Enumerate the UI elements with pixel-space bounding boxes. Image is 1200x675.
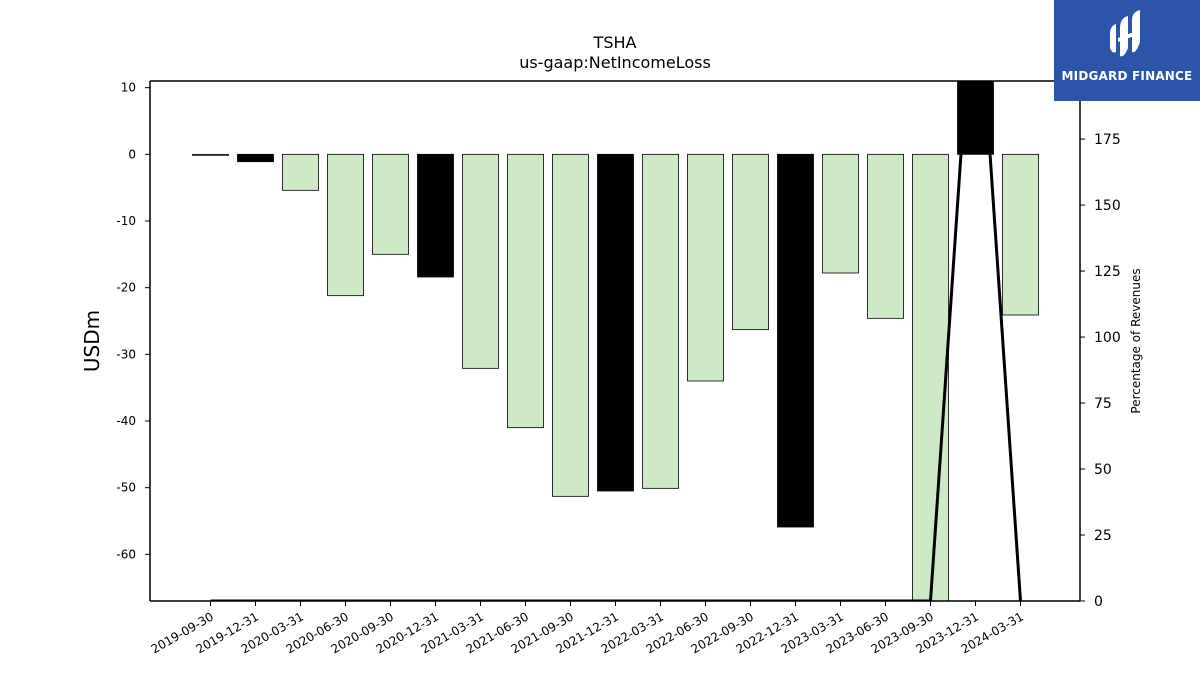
midgard-finance-logo: MIDGARD FINANCE <box>1054 0 1200 101</box>
bar-2023-09-30 <box>912 153 949 602</box>
y-right-tick-label: 25 <box>1094 528 1112 544</box>
logo-text: MIDGARD FINANCE <box>1061 69 1193 83</box>
bar-2021-03-31 <box>462 153 499 369</box>
y-tick-label: 10 <box>121 81 136 95</box>
y-right-tick-label: 0 <box>1094 594 1103 610</box>
y-right-tick-label: 50 <box>1094 462 1112 478</box>
bar-2021-12-31 <box>597 153 634 492</box>
bars-group <box>192 80 1039 602</box>
chart-subtitle: us-gaap:NetIncomeLoss <box>519 53 711 72</box>
y-tick-label: -10 <box>116 214 136 228</box>
y-tick-label: -50 <box>116 481 136 495</box>
bar-2019-12-31 <box>237 153 274 163</box>
y-axis-label: USDm <box>80 310 104 372</box>
bar-2020-09-30 <box>372 153 409 255</box>
bar-2021-09-30 <box>552 153 589 497</box>
chart-title: TSHA <box>593 33 637 52</box>
bar-2022-03-31 <box>642 153 679 489</box>
percentage-line <box>210 81 1022 601</box>
y-right-tick-label: 125 <box>1094 264 1121 280</box>
bar-2021-06-30 <box>507 153 544 429</box>
bar-2023-03-31 <box>822 153 859 274</box>
y-right-tick-label: 75 <box>1094 396 1112 412</box>
y-tick-label: -40 <box>116 414 136 428</box>
y-tick-label: -20 <box>116 281 136 295</box>
bar-2023-06-30 <box>867 153 904 319</box>
bar-2022-06-30 <box>687 153 724 382</box>
bar-2022-09-30 <box>732 153 769 331</box>
y-right-tick-label: 150 <box>1094 198 1121 214</box>
logo-mark-icon <box>1110 10 1140 57</box>
bar-2020-06-30 <box>327 153 364 297</box>
y-tick-label: -60 <box>116 547 136 561</box>
bar-2020-12-31 <box>417 153 454 278</box>
y-axis-right-label: Percentage of Revenues <box>1129 268 1143 413</box>
y-tick-label: 0 <box>128 147 136 161</box>
bar-2024-03-31 <box>1002 153 1039 316</box>
y-right-tick-label: 175 <box>1094 132 1121 148</box>
bar-2019-09-30 <box>192 153 229 156</box>
y-right-tick-label: 100 <box>1094 330 1121 346</box>
percentage-line-group <box>210 81 1022 601</box>
bar-2020-03-31 <box>282 153 319 191</box>
y-tick-label: -30 <box>116 347 136 361</box>
bar-2022-12-31 <box>777 153 814 528</box>
